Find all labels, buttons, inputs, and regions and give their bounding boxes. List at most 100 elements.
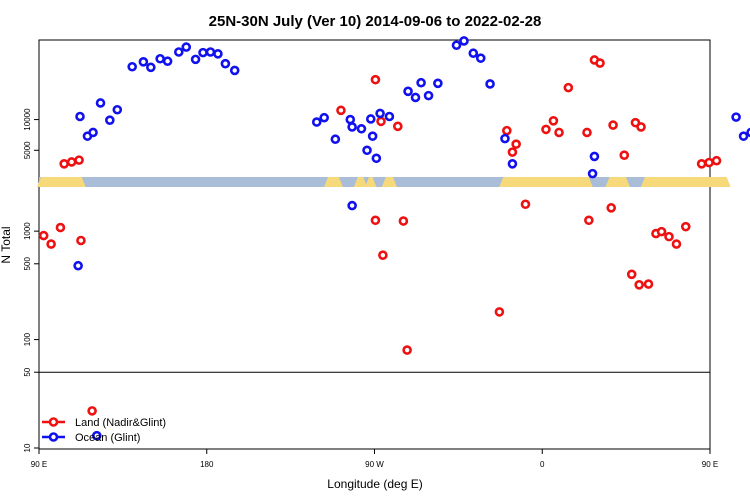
land-point-lower — [680, 221, 691, 232]
land-point-lower — [402, 345, 412, 355]
ocean-point-upper — [75, 111, 85, 122]
y-axis-label: N Total — [0, 226, 13, 263]
ocean-point-upper — [105, 115, 115, 125]
ocean-point-upper — [138, 57, 149, 67]
ocean-point-upper — [155, 53, 165, 64]
ocean-point-upper — [485, 79, 495, 89]
y-tick-label-lower: 100 — [23, 332, 32, 346]
legend-ocean-label: Ocean (Glint) — [75, 432, 140, 444]
land-point-lower — [76, 235, 86, 246]
ocean-point-upper — [311, 117, 322, 127]
y-tick-label-lower: 50 — [23, 367, 32, 376]
land-point-upper — [595, 58, 605, 68]
y-axis-lower: 10 50 100 500 1000 — [23, 222, 39, 452]
ocean-point-lower — [73, 260, 83, 271]
ocean-point-upper — [433, 78, 443, 89]
land-point-upper — [608, 120, 618, 130]
land-point-lower — [656, 226, 667, 237]
y-tick-label-upper: 5000 — [23, 141, 32, 159]
land-point-upper — [502, 125, 512, 136]
ocean-point-upper — [205, 47, 216, 57]
land-point-lower — [87, 406, 97, 416]
land-point-upper — [636, 122, 646, 132]
land-point-lower — [398, 216, 409, 226]
y-tick-label-lower: 10 — [23, 443, 32, 452]
chart-title: 25N-30N July (Ver 10) 2014-09-06 to 2022… — [209, 13, 542, 30]
land-point-lower — [634, 280, 644, 290]
land-point-lower — [671, 239, 682, 249]
y-tick-label-lower: 500 — [23, 257, 32, 271]
ocean-point-upper — [475, 53, 486, 63]
land-segment — [499, 177, 593, 187]
ocean-point-upper — [403, 86, 413, 97]
ocean-point-upper — [112, 104, 123, 115]
land-point-lower — [626, 269, 637, 280]
ocean-point-upper — [362, 145, 372, 156]
land-point-upper — [370, 74, 381, 85]
ocean-point-upper — [459, 36, 469, 46]
land-segment — [324, 177, 343, 187]
land-point-upper — [74, 155, 84, 165]
land-point-lower — [520, 199, 531, 210]
ocean-point-upper — [95, 98, 106, 108]
ocean-point-upper — [127, 61, 137, 72]
ocean-point-upper — [345, 114, 356, 125]
ocean-point-upper — [587, 168, 598, 179]
land-sea-band — [37, 177, 731, 187]
land-point-lower — [370, 215, 381, 226]
land-point-upper — [548, 116, 559, 126]
land-point-upper — [66, 157, 77, 167]
x-tick-label: 90 W — [365, 460, 384, 469]
ocean-point-upper — [423, 90, 434, 101]
ocean-point-lower — [91, 430, 102, 441]
land-point-upper — [696, 159, 707, 169]
ocean-point-upper — [451, 40, 462, 51]
land-point-upper — [507, 147, 518, 157]
ocean-point-upper — [88, 127, 98, 138]
legend: Land (Nadir&Glint) Ocean (Glint) — [42, 417, 166, 444]
land-point-upper — [511, 139, 521, 149]
land-point-lower — [606, 203, 617, 213]
y-tick-label-lower: 1000 — [23, 222, 32, 240]
land-point-upper — [554, 127, 564, 138]
land-point-upper — [392, 121, 403, 132]
land-point-lower — [643, 279, 654, 289]
land-point-lower — [378, 250, 388, 261]
land-point-lower — [494, 307, 505, 317]
ocean-point-upper — [319, 112, 329, 123]
ocean-point-upper — [589, 151, 600, 162]
legend-ocean-marker — [48, 432, 59, 442]
x-tick-label: 180 — [200, 460, 214, 469]
plot-frame — [38, 39, 711, 450]
ocean-point-upper — [146, 62, 156, 73]
land-point-upper — [711, 155, 722, 166]
x-tick-label: 90 E — [702, 460, 718, 469]
ocean-point-upper — [229, 65, 240, 76]
land-point-upper — [336, 105, 346, 116]
ocean-point-upper — [384, 111, 395, 122]
land-point-upper — [376, 116, 386, 127]
ocean-point-lower — [347, 200, 357, 211]
land-point-upper — [704, 157, 714, 168]
ocean-point-upper — [500, 133, 510, 144]
ocean-point-upper — [367, 131, 378, 141]
ocean-point-upper — [507, 159, 518, 169]
ocean-point-upper — [410, 92, 421, 103]
land-point-upper — [59, 159, 69, 169]
ocean-point-upper — [220, 58, 231, 69]
ocean-point-upper — [213, 49, 223, 59]
land-point-upper — [619, 150, 630, 160]
ocean-point-upper — [365, 114, 376, 124]
y-tick-label-upper: 10000 — [23, 108, 32, 131]
land-segment — [365, 177, 377, 187]
land-point-lower — [55, 222, 66, 233]
ocean-point-upper — [173, 47, 184, 57]
ocean-point-upper — [375, 108, 385, 119]
land-segment — [640, 177, 731, 187]
ocean-point-upper — [190, 54, 201, 65]
ocean-point-upper — [738, 131, 749, 141]
ocean-point-upper — [356, 123, 367, 134]
land-point-upper — [582, 127, 592, 138]
ocean-point-upper — [198, 47, 208, 58]
